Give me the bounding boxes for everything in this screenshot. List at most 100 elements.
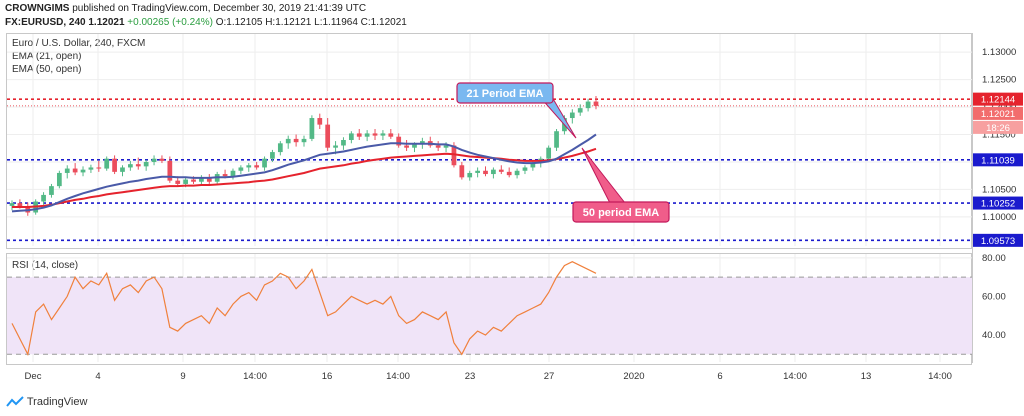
candle-body[interactable] (459, 165, 465, 178)
chart-canvas[interactable]: 21 Period EMA 50 period EMA Dec 4 9 14:00 16 1… (0, 0, 1024, 392)
candle-body[interactable] (41, 194, 46, 202)
x-tick-label: 14:00 (928, 371, 952, 382)
rsi-line (11, 261, 597, 357)
candle-body[interactable] (254, 165, 260, 168)
candle-body[interactable] (467, 172, 473, 178)
price-tick-label: 1.13000 (982, 47, 1016, 58)
candle-body[interactable] (64, 168, 70, 173)
candle-body[interactable] (262, 158, 267, 168)
candle-body[interactable] (506, 171, 512, 176)
candle-body[interactable] (9, 203, 15, 206)
candle-body[interactable] (230, 170, 236, 177)
publisher-name[interactable]: CROWNGIMS (5, 3, 70, 14)
candle-body[interactable] (420, 141, 425, 145)
ema-lines (11, 133, 597, 213)
candle-body[interactable] (404, 145, 409, 148)
candle-body[interactable] (577, 108, 583, 113)
x-tick-label: Dec (25, 371, 42, 382)
candle-body[interactable] (333, 145, 338, 148)
candle-body[interactable] (17, 203, 23, 208)
rsi-tick-label: 40.00 (982, 330, 1006, 341)
candle-body[interactable] (498, 169, 504, 172)
high-label: H: (265, 17, 276, 28)
price-tick-label: 1.10500 (982, 184, 1016, 195)
candle-body[interactable] (309, 118, 315, 139)
candle-body[interactable] (593, 101, 599, 106)
candle-body[interactable] (569, 112, 575, 119)
candle-body[interactable] (167, 160, 173, 181)
candle-body[interactable] (364, 133, 370, 137)
last-price: 1.12021 (88, 17, 125, 28)
candle-body[interactable] (585, 101, 591, 109)
candle-body[interactable] (514, 170, 520, 176)
candle-body[interactable] (435, 145, 441, 148)
candle-body[interactable] (451, 145, 457, 166)
candle-body[interactable] (104, 158, 110, 169)
candle-body[interactable] (206, 178, 212, 182)
candle-body[interactable] (348, 133, 354, 140)
ema50-line[interactable] (12, 147, 597, 208)
candle-body[interactable] (96, 167, 102, 169)
candle-body[interactable] (128, 164, 133, 168)
candle-body[interactable] (80, 169, 86, 173)
candle-body[interactable] (301, 138, 307, 143)
candle-body[interactable] (380, 133, 386, 136)
rsi-tick-label: 60.00 (982, 291, 1006, 302)
candle-body[interactable] (246, 165, 252, 168)
price-axis[interactable] (972, 33, 1024, 363)
candle-body[interactable] (285, 138, 291, 144)
ema21-callout-box[interactable] (456, 82, 554, 104)
low-label: L: (314, 17, 323, 28)
candle-body[interactable] (491, 169, 496, 175)
rsi-line-path[interactable] (11, 261, 597, 357)
candle-body[interactable] (56, 172, 62, 187)
candle-body[interactable] (554, 131, 559, 148)
candle-body[interactable] (135, 164, 141, 167)
candle-body[interactable] (341, 140, 346, 146)
candle-body[interactable] (277, 143, 283, 153)
candle-body[interactable] (183, 179, 188, 184)
candle-body[interactable] (396, 136, 402, 146)
candle-body[interactable] (49, 186, 54, 195)
candle-body[interactable] (88, 167, 94, 170)
candle-body[interactable] (443, 145, 449, 148)
candle-body[interactable] (175, 180, 181, 184)
tradingview-logo[interactable]: TradingView (6, 396, 87, 408)
rsi-legend: RSI (14, close) (12, 260, 79, 271)
level-price-label: 1.10252 (981, 199, 1015, 210)
candle-body[interactable] (317, 118, 323, 125)
ema21-line[interactable] (11, 133, 597, 213)
candle-body[interactable] (159, 158, 165, 161)
candle-body[interactable] (475, 170, 480, 173)
candle-body[interactable] (522, 167, 528, 171)
footer: TradingView (0, 392, 1024, 416)
ema50-callout-box[interactable] (572, 201, 670, 223)
candle-body[interactable] (293, 138, 299, 143)
candle-body[interactable] (325, 124, 331, 148)
candle-body[interactable] (530, 163, 536, 168)
candle-body[interactable] (546, 147, 552, 159)
publish-header: CROWNGIMS published on TradingView.com, … (5, 3, 366, 14)
x-tick-label: 4 (95, 371, 100, 382)
candle-body[interactable] (72, 168, 78, 173)
candle-body[interactable] (356, 133, 362, 137)
candle-body[interactable] (388, 133, 394, 137)
candle-body[interactable] (199, 178, 204, 182)
candle-body[interactable] (151, 158, 157, 162)
candle-body[interactable] (143, 161, 149, 167)
candle-body[interactable] (238, 167, 244, 171)
open-label: O: (215, 17, 227, 28)
candle-body[interactable] (270, 152, 275, 159)
candle-body[interactable] (412, 144, 417, 148)
candle-body[interactable] (112, 158, 117, 172)
high-value: 1.12121 (275, 17, 312, 28)
candle-body[interactable] (222, 174, 228, 177)
last-price-tag (973, 106, 1023, 120)
x-tick-label: 23 (465, 371, 476, 382)
candle-body[interactable] (191, 179, 196, 182)
candle-body[interactable] (120, 167, 125, 172)
price-pane[interactable] (6, 33, 972, 249)
candle-body[interactable] (372, 133, 378, 136)
ema21-legend: EMA (21, open) (12, 51, 82, 62)
candle-body[interactable] (483, 170, 488, 175)
